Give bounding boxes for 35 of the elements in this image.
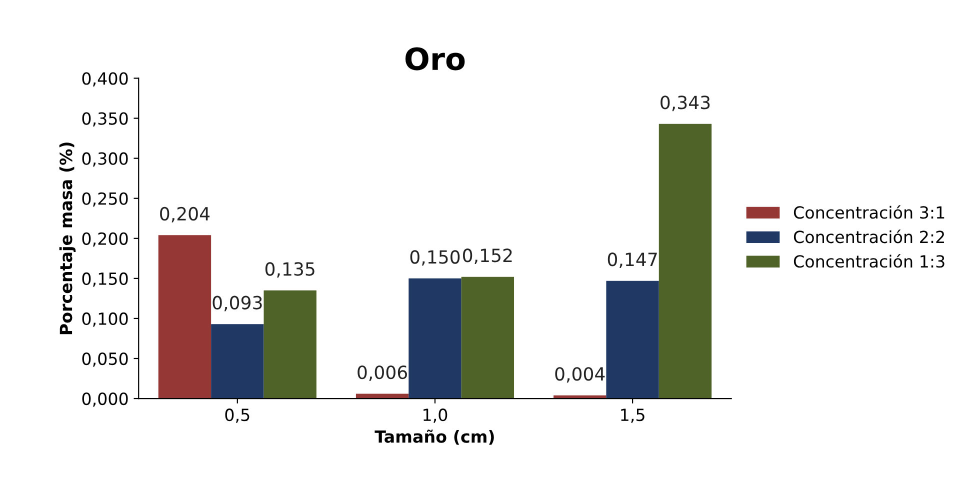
y-tick-label: 0,000 [82,392,128,407]
legend-label: Concentración 3:1 [794,205,944,219]
y-axis-title: Porcentaje masa (%) [59,142,76,334]
y-tick-label: 0,150 [82,272,128,287]
bar [158,235,212,399]
data-label: 0,004 [555,367,605,383]
y-tick-label: 0,050 [82,352,128,367]
chart-title: Oro [405,47,465,70]
y-tick-label: 0,100 [82,312,128,327]
y-tick-label: 0,300 [82,152,128,167]
x-tick-label: 1,5 [621,408,644,423]
x-tick-label: 1,0 [424,408,448,423]
bar [606,280,659,399]
data-label: 0,135 [265,262,314,278]
data-label: 0,006 [358,365,407,381]
data-label: 0,152 [463,248,512,264]
y-tick-label: 0,250 [82,192,128,207]
legend-label: Concentración 1:3 [794,254,944,268]
bar [211,324,264,399]
data-label: 0,147 [608,252,657,268]
y-tick-label: 0,350 [82,112,128,127]
data-label: 0,343 [660,96,710,112]
bar [408,278,462,399]
data-label: 0,150 [410,250,460,266]
data-label: 0,204 [160,206,210,222]
data-label: 0,093 [212,296,262,312]
x-tick-label: 0,5 [225,408,250,423]
bar [461,276,514,399]
y-tick-label: 0,400 [82,72,128,87]
x-axis-title: Tamaño (cm) [374,430,494,445]
y-tick-label: 0,200 [82,232,128,247]
bar [658,124,712,399]
bar [356,394,409,399]
legend-label: Concentración 2:2 [794,230,944,244]
bar [264,290,316,399]
